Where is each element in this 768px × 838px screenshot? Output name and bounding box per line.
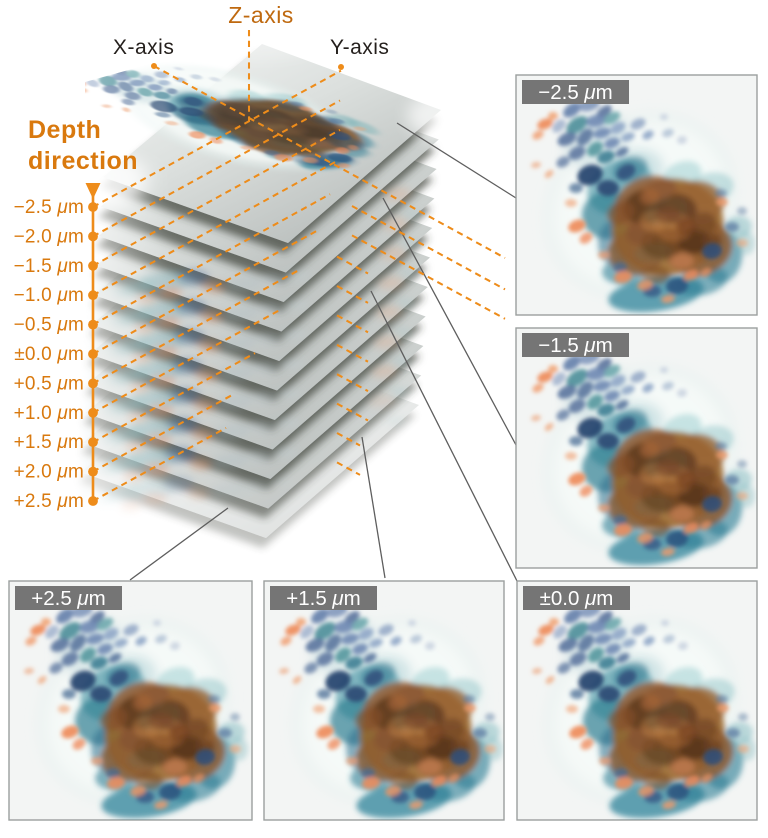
svg-text:−2.5 μm: −2.5 μm bbox=[538, 81, 612, 104]
svg-text:−2.5 μm: −2.5 μm bbox=[14, 197, 84, 218]
svg-text:X-axis: X-axis bbox=[113, 36, 174, 59]
svg-text:Depth: Depth bbox=[28, 116, 101, 144]
svg-text:+1.0 μm: +1.0 μm bbox=[14, 403, 84, 424]
svg-text:direction: direction bbox=[28, 147, 138, 175]
svg-text:−0.5 μm: −0.5 μm bbox=[14, 315, 84, 336]
svg-text:+1.5 μm: +1.5 μm bbox=[14, 432, 84, 453]
svg-text:−1.5 μm: −1.5 μm bbox=[14, 256, 84, 277]
svg-text:Y-axis: Y-axis bbox=[330, 36, 389, 59]
svg-text:+2.0 μm: +2.0 μm bbox=[14, 462, 84, 483]
svg-text:+2.5 μm: +2.5 μm bbox=[31, 587, 105, 610]
svg-text:±0.0 μm: ±0.0 μm bbox=[540, 587, 614, 610]
svg-text:+2.5 μm: +2.5 μm bbox=[14, 491, 84, 512]
svg-text:−1.5 μm: −1.5 μm bbox=[538, 334, 612, 357]
svg-text:+0.5 μm: +0.5 μm bbox=[14, 373, 84, 394]
svg-text:Z-axis: Z-axis bbox=[228, 2, 294, 28]
svg-text:±0.0 μm: ±0.0 μm bbox=[14, 344, 84, 365]
svg-text:−1.0 μm: −1.0 μm bbox=[14, 285, 84, 306]
svg-text:−2.0 μm: −2.0 μm bbox=[14, 226, 84, 247]
svg-text:+1.5 μm: +1.5 μm bbox=[286, 587, 360, 610]
